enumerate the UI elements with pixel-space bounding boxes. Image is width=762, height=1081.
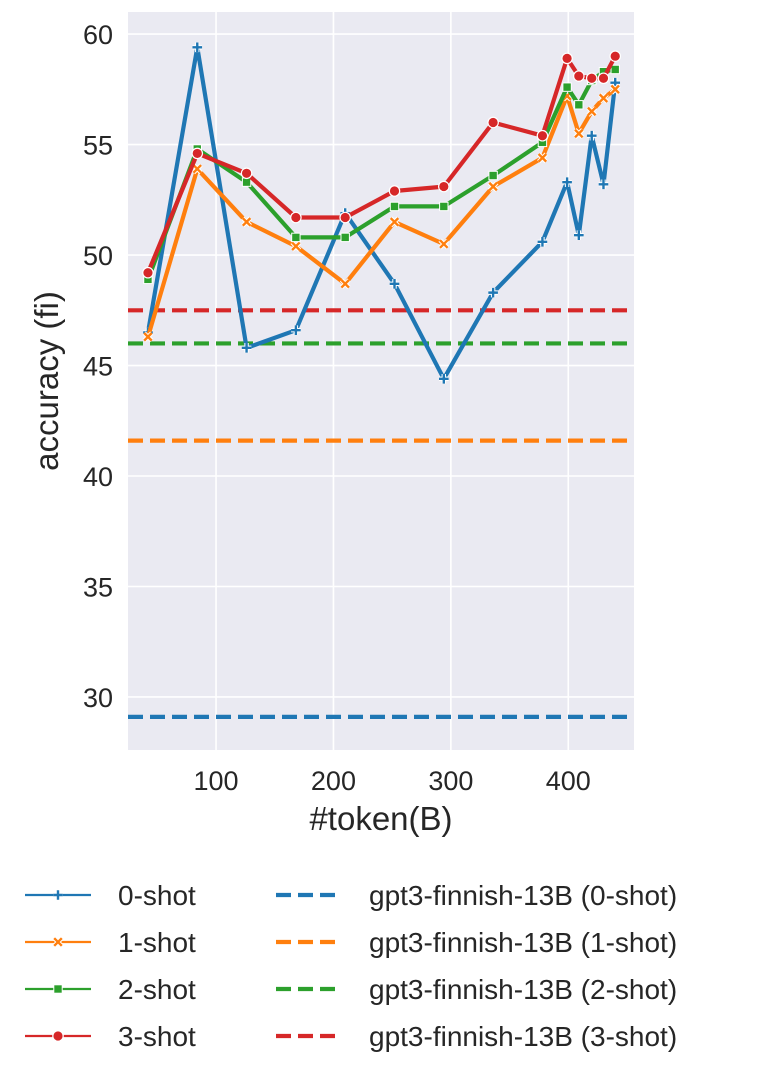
point-1-shot bbox=[340, 279, 350, 289]
point-2-shot bbox=[389, 201, 400, 212]
y-tick-label: 40 bbox=[83, 462, 113, 492]
point-3-shot bbox=[438, 180, 450, 193]
legend-label: 1-shot bbox=[118, 927, 196, 958]
legend-label: gpt3-finnish-13B (2-shot) bbox=[369, 974, 677, 1005]
legend-label: 2-shot bbox=[118, 974, 196, 1005]
legend-item-1-shot: 1-shot bbox=[25, 927, 196, 958]
point-2-shot bbox=[340, 232, 350, 243]
point-2-shot bbox=[488, 170, 498, 181]
point-2-shot bbox=[610, 64, 620, 75]
point-0-shot bbox=[610, 77, 621, 88]
point-3-shot bbox=[191, 147, 204, 160]
legend-item-gpt3-finnish-13b-0-shot-: gpt3-finnish-13B (0-shot) bbox=[276, 880, 677, 911]
point-0-shot bbox=[439, 373, 449, 384]
legend-item-gpt3-finnish-13b-3-shot-: gpt3-finnish-13B (3-shot) bbox=[276, 1021, 677, 1052]
legend-label: gpt3-finnish-13B (3-shot) bbox=[369, 1021, 677, 1052]
legend-label: gpt3-finnish-13B (1-shot) bbox=[369, 927, 677, 958]
point-2-shot bbox=[291, 232, 301, 243]
point-1-shot bbox=[574, 128, 584, 139]
point-0-shot bbox=[488, 287, 498, 298]
series-3-shot bbox=[142, 50, 622, 279]
legend-marker bbox=[53, 937, 63, 947]
point-0-shot bbox=[389, 278, 400, 289]
legend-item-gpt3-finnish-13b-1-shot-: gpt3-finnish-13B (1-shot) bbox=[276, 927, 677, 958]
y-tick-label: 30 bbox=[83, 683, 113, 713]
point-3-shot bbox=[561, 52, 573, 65]
y-tick-label: 55 bbox=[83, 131, 113, 161]
point-0-shot bbox=[241, 343, 252, 353]
point-1-shot bbox=[488, 181, 498, 192]
series-lines bbox=[142, 42, 622, 384]
point-3-shot bbox=[487, 116, 499, 129]
series-1-shot bbox=[142, 83, 621, 343]
point-1-shot bbox=[537, 153, 548, 163]
point-1-shot bbox=[143, 332, 153, 342]
point-3-shot bbox=[142, 266, 154, 279]
point-3-shot bbox=[339, 211, 351, 224]
series-0-shot bbox=[143, 42, 621, 384]
y-tick-labels: 30 35 40 45 50 55 60 bbox=[83, 20, 113, 713]
point-0-shot bbox=[537, 236, 548, 247]
point-1-shot bbox=[291, 241, 301, 251]
x-axis-label: #token(B) bbox=[309, 800, 452, 837]
y-tick-label: 60 bbox=[83, 20, 113, 50]
point-1-shot bbox=[389, 217, 400, 227]
legend-label: 0-shot bbox=[118, 880, 196, 911]
point-1-shot bbox=[587, 106, 597, 117]
legend: 0-shot 1-shot 2-shot 3-shot gpt3-finnish-13B… bbox=[25, 880, 677, 1052]
point-1-shot bbox=[598, 93, 609, 103]
y-tick-label: 50 bbox=[83, 241, 113, 271]
x-tick-label: 100 bbox=[194, 766, 239, 796]
legend-marker bbox=[53, 984, 63, 994]
y-axis-label: accuracy (fi) bbox=[28, 291, 65, 471]
point-1-shot bbox=[439, 239, 449, 249]
point-3-shot bbox=[536, 129, 549, 142]
point-0-shot bbox=[192, 42, 203, 53]
point-3-shot bbox=[585, 72, 598, 85]
legend-label: gpt3-finnish-13B (0-shot) bbox=[369, 880, 677, 911]
point-0-shot bbox=[586, 130, 597, 141]
point-3-shot bbox=[240, 167, 253, 180]
x-tick-label: 200 bbox=[311, 766, 356, 796]
point-3-shot bbox=[597, 72, 610, 85]
series-2-shot bbox=[143, 64, 620, 285]
legend-marker bbox=[52, 1030, 64, 1042]
point-3-shot bbox=[388, 185, 401, 197]
point-1-shot bbox=[241, 217, 252, 227]
legend-item-3-shot: 3-shot bbox=[25, 1021, 196, 1052]
point-1-shot bbox=[192, 164, 202, 174]
x-tick-label: 300 bbox=[428, 766, 473, 796]
point-1-shot bbox=[610, 84, 620, 94]
legend-marker bbox=[53, 890, 63, 900]
point-3-shot bbox=[609, 50, 622, 62]
y-tick-label: 35 bbox=[83, 572, 113, 602]
point-0-shot bbox=[598, 179, 609, 190]
legend-item-0-shot: 0-shot bbox=[25, 880, 196, 911]
line-0-shot bbox=[145, 45, 618, 381]
point-0-shot bbox=[562, 177, 572, 187]
baseline-lines bbox=[128, 308, 634, 719]
point-0-shot bbox=[291, 325, 301, 335]
point-2-shot bbox=[562, 82, 572, 92]
point-0-shot bbox=[574, 230, 584, 240]
point-2-shot bbox=[241, 177, 252, 187]
y-tick-label: 45 bbox=[83, 352, 113, 382]
point-2-shot bbox=[439, 201, 449, 212]
point-3-shot bbox=[573, 70, 585, 82]
point-2-shot bbox=[574, 100, 584, 110]
x-tick-label: 400 bbox=[546, 766, 591, 796]
legend-item-2-shot: 2-shot bbox=[25, 974, 196, 1005]
x-tick-labels: 100 200 300 400 bbox=[194, 766, 591, 796]
point-3-shot bbox=[290, 211, 302, 224]
legend-label: 3-shot bbox=[118, 1021, 196, 1052]
legend-item-gpt3-finnish-13b-2-shot-: gpt3-finnish-13B (2-shot) bbox=[276, 974, 677, 1005]
